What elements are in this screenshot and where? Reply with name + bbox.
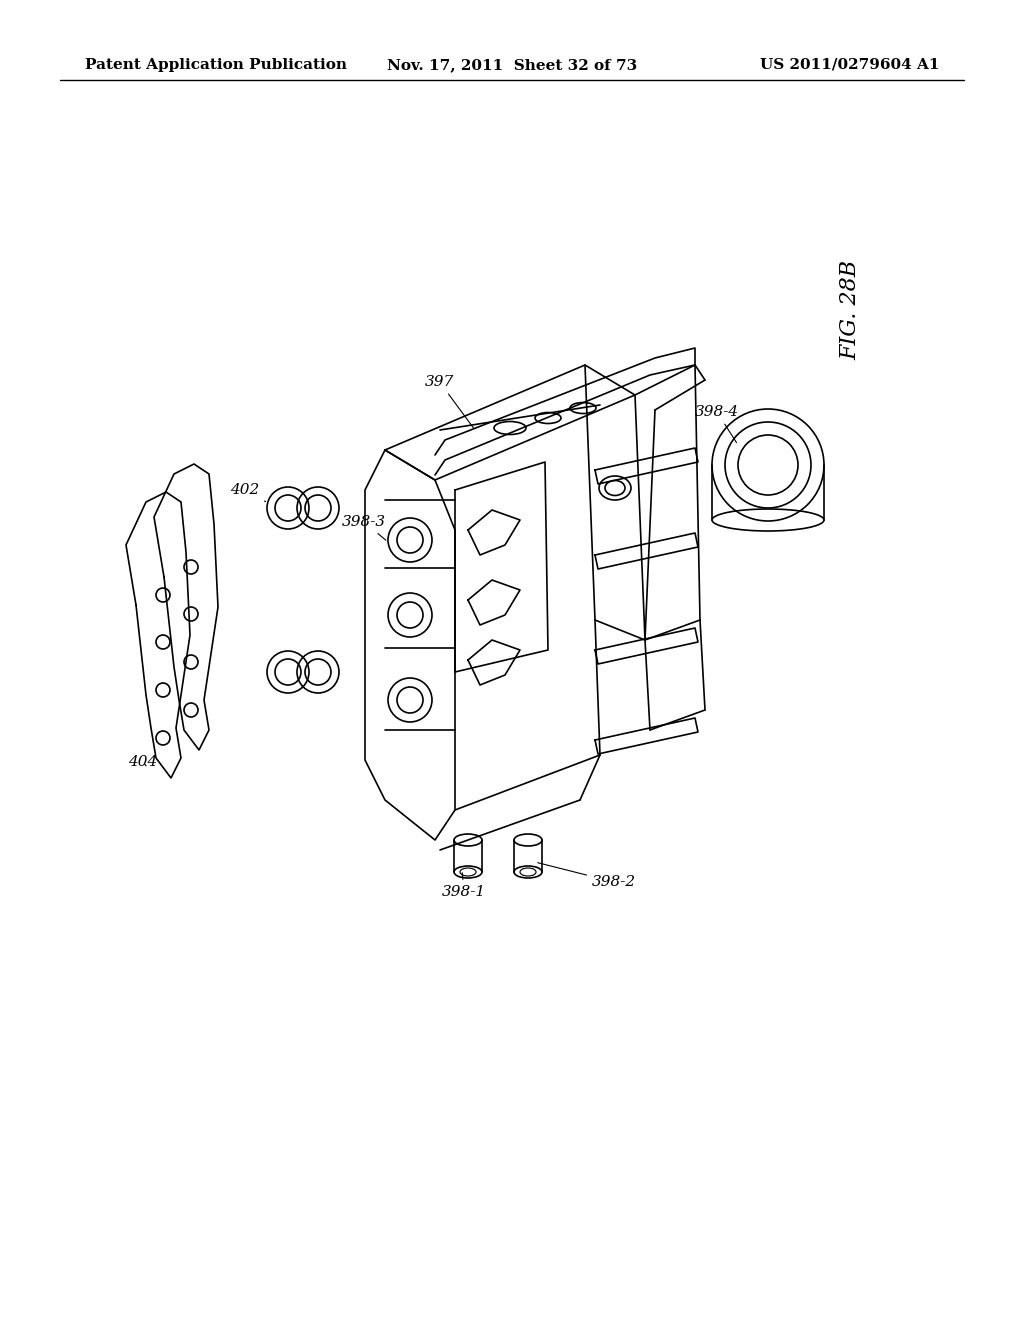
Text: 398-4: 398-4: [695, 405, 739, 442]
Text: 398-3: 398-3: [342, 515, 386, 540]
Text: FIG. 28B: FIG. 28B: [839, 260, 861, 360]
Text: Patent Application Publication: Patent Application Publication: [85, 58, 347, 73]
Text: 402: 402: [230, 483, 265, 502]
Text: Nov. 17, 2011  Sheet 32 of 73: Nov. 17, 2011 Sheet 32 of 73: [387, 58, 637, 73]
Text: 398-1: 398-1: [442, 873, 486, 899]
Text: 397: 397: [425, 375, 473, 428]
Text: 398-2: 398-2: [538, 863, 636, 888]
Text: US 2011/0279604 A1: US 2011/0279604 A1: [761, 58, 940, 73]
Text: 404: 404: [128, 755, 158, 770]
